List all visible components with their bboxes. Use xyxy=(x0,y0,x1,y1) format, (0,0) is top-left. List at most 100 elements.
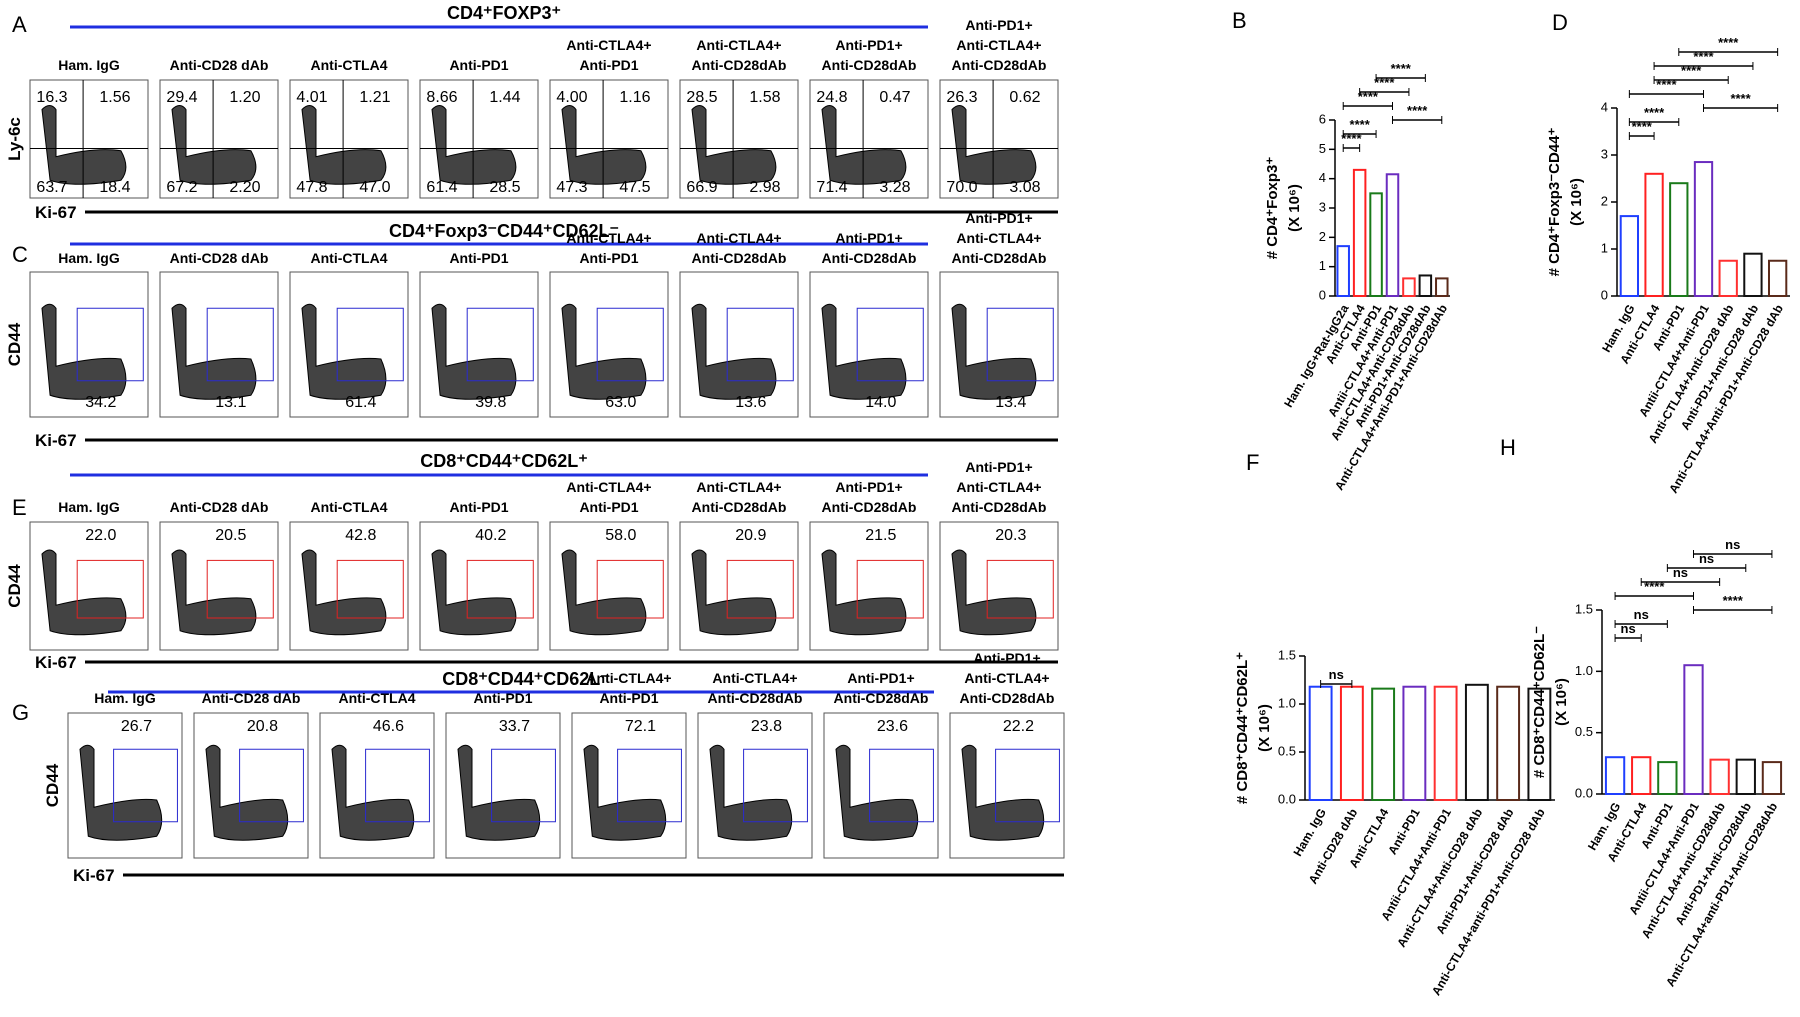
y-tick-label: 3 xyxy=(1319,199,1326,214)
gate xyxy=(365,748,430,823)
gate-value: 20.5 xyxy=(215,527,246,544)
sample-name: Anti-PD1+ xyxy=(965,459,1032,475)
gate xyxy=(596,559,664,619)
sample-name: Anti-CD28 dAb xyxy=(170,57,269,73)
comparison-label: ns xyxy=(1634,607,1649,622)
bar xyxy=(1657,761,1678,796)
y-tick-label: 4 xyxy=(1601,99,1608,114)
density-blob xyxy=(79,744,163,841)
quadrant-value: 47.8 xyxy=(296,179,327,196)
sample-name: Anti-CTLA4+ xyxy=(712,670,797,686)
sample-name: Anti-CD28 dAb xyxy=(170,499,269,515)
bar xyxy=(1496,685,1521,801)
bar xyxy=(1683,664,1704,796)
y-tick-label: 0 xyxy=(1319,287,1326,302)
quadrant-value: 70.0 xyxy=(946,179,977,196)
bar xyxy=(1669,182,1689,297)
y-axis-label: CD44 xyxy=(5,322,24,366)
density-blob xyxy=(561,549,647,636)
sample-name: Anti-CD28 dAb xyxy=(170,250,269,266)
quadrant-value: 0.47 xyxy=(879,89,910,106)
sample-name: Anti-CD28dAb xyxy=(952,250,1047,266)
gate xyxy=(995,748,1060,823)
quadrant-value: 61.4 xyxy=(426,179,457,196)
quadrant-value: 26.3 xyxy=(946,89,977,106)
gate-value: 63.0 xyxy=(605,394,636,411)
gate xyxy=(336,559,404,619)
sample-name: Anti-CD28dAb xyxy=(692,250,787,266)
y-tick-label: 1 xyxy=(1319,258,1326,273)
gate xyxy=(206,307,274,382)
sample-name: Anti-PD1+ xyxy=(835,230,902,246)
sample-name: Anti-PD1 xyxy=(449,499,508,515)
y-tick-label: 4 xyxy=(1319,170,1326,185)
density-blob xyxy=(583,744,667,841)
bar xyxy=(1464,683,1489,801)
density-blob xyxy=(171,303,257,400)
quadrant-value: 47.0 xyxy=(359,179,390,196)
quadrant-value: 16.3 xyxy=(36,89,67,106)
sample-name: Anti-CTLA4+ xyxy=(566,230,651,246)
sample-name: Anti-CTLA4 xyxy=(311,57,388,73)
sample-name: Ham. IgG xyxy=(58,250,120,266)
y-tick-label: 0.0 xyxy=(1278,791,1296,806)
density-blob xyxy=(691,105,777,185)
y-axis-label: (X 10⁶) xyxy=(1553,678,1570,726)
gate-value: 23.6 xyxy=(877,718,908,735)
density-blob xyxy=(431,303,517,400)
sample-name: Anti-CTLA4 xyxy=(339,690,416,706)
y-tick-label: 3 xyxy=(1601,146,1608,161)
gate xyxy=(726,307,794,382)
sample-name: Anti-PD1 xyxy=(579,499,638,515)
gate-value: 20.3 xyxy=(995,527,1026,544)
comparison-label: **** xyxy=(1718,35,1739,50)
gate-value: 58.0 xyxy=(605,527,636,544)
x-axis-label: Ki-67 xyxy=(73,866,115,885)
quadrant-value: 66.9 xyxy=(686,179,717,196)
sample-name: Anti-CD28dAb xyxy=(822,250,917,266)
density-blob xyxy=(951,303,1037,400)
comparison-label: **** xyxy=(1644,105,1665,120)
gate-value: 72.1 xyxy=(625,718,656,735)
bar xyxy=(1371,687,1396,802)
gate xyxy=(617,748,682,823)
x-axis-label: Ki-67 xyxy=(35,431,77,450)
y-tick-label: 5 xyxy=(1319,141,1326,156)
gate-value: 20.8 xyxy=(247,718,278,735)
gate xyxy=(239,748,304,823)
quadrant-value: 47.5 xyxy=(619,179,650,196)
x-axis-label: Ki-67 xyxy=(35,203,77,222)
sample-name: Anti-CTLA4 xyxy=(311,499,388,515)
density-blob xyxy=(821,303,907,400)
gate-value: 42.8 xyxy=(345,527,376,544)
density-blob xyxy=(301,303,387,400)
y-axis-label: # CD4⁺Foxp3⁺ xyxy=(1264,157,1281,260)
gate xyxy=(596,307,664,382)
y-axis-label: (X 10⁶) xyxy=(1256,704,1273,752)
sample-name: Anti-CTLA4+ xyxy=(566,37,651,53)
quadrant-value: 71.4 xyxy=(816,179,847,196)
density-blob xyxy=(431,549,517,636)
gate xyxy=(466,559,534,619)
row-title: CD8⁺CD44⁺CD62L⁺ xyxy=(420,451,588,471)
gate xyxy=(76,307,144,382)
y-tick-label: 1.5 xyxy=(1278,647,1296,662)
bar xyxy=(1435,277,1449,297)
sample-name: Anti-CD28dAb xyxy=(960,690,1055,706)
sample-name: Anti-PD1+ xyxy=(847,670,914,686)
sample-name: Anti-PD1 xyxy=(449,250,508,266)
density-blob xyxy=(951,105,1037,185)
gate xyxy=(986,307,1054,382)
density-blob xyxy=(431,105,517,185)
y-tick-label: 0.0 xyxy=(1575,785,1593,800)
sample-name: Ham. IgG xyxy=(94,690,156,706)
density-blob xyxy=(457,744,541,841)
sample-name: Anti-CD28 dAb xyxy=(202,690,301,706)
sample-name: Anti-CD28dAb xyxy=(822,57,917,73)
density-blob xyxy=(835,744,919,841)
y-axis-label: Ly-6c xyxy=(5,117,24,161)
gate-value: 13.1 xyxy=(215,394,246,411)
row-title: CD4⁺Foxp3⁻CD44⁺CD62L⁻ xyxy=(389,221,619,241)
quadrant-value: 1.21 xyxy=(359,89,390,106)
gate-value: 22.2 xyxy=(1003,718,1034,735)
